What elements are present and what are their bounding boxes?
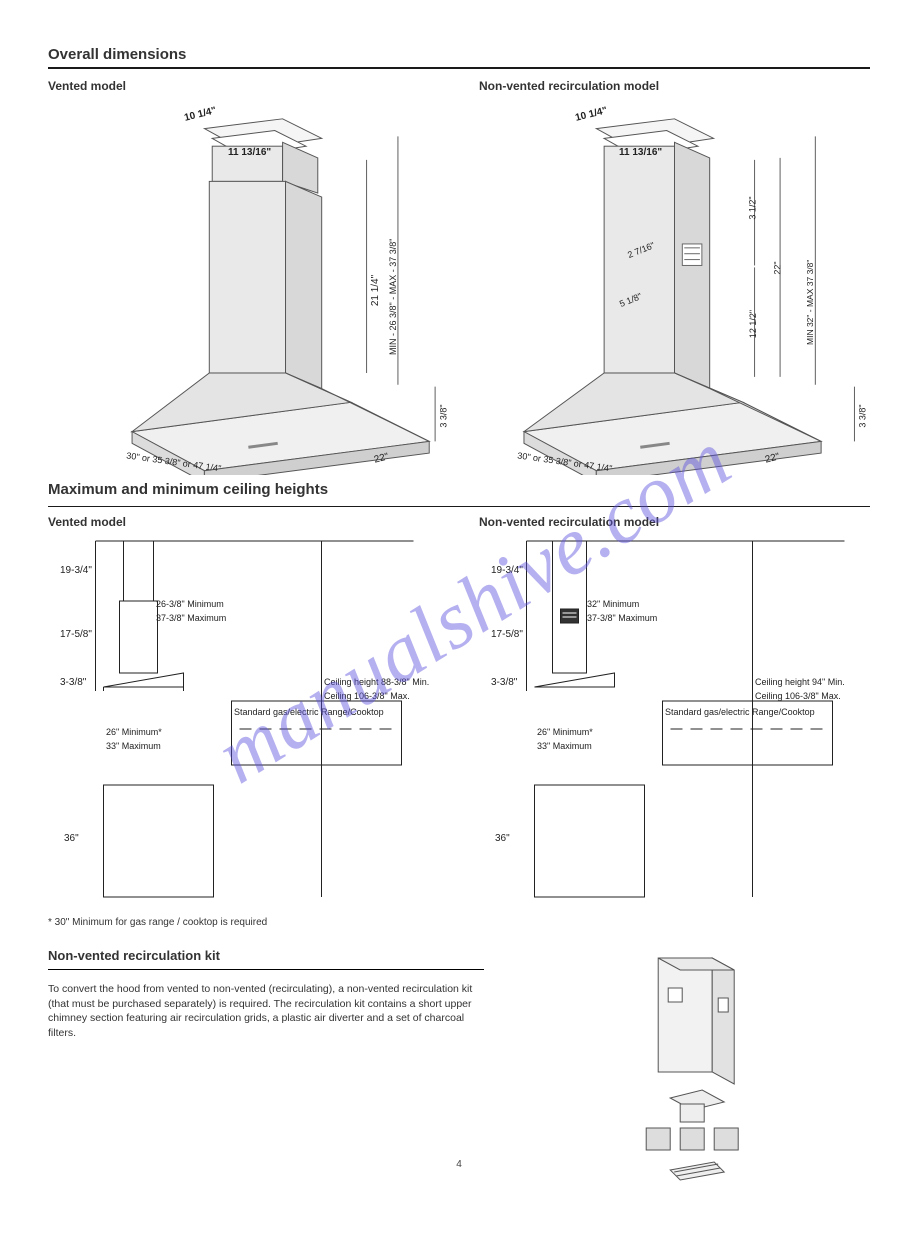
label: 26" Minimum* xyxy=(106,727,162,737)
diagram-vented-side: 19-3/4" 17-5/8" 3-3/8" 26-3/8" Minimum 3… xyxy=(48,531,439,911)
label: 26" Minimum* xyxy=(537,727,593,737)
label: 22" xyxy=(773,261,783,274)
label: 12 1/2" xyxy=(748,310,758,338)
kit-description: To convert the hood from vented to non-v… xyxy=(48,982,484,1041)
label: 26-3/8" Minimum xyxy=(156,599,224,609)
label: 36" xyxy=(495,833,510,844)
label: Standard gas/electric Range/Cooktop xyxy=(665,707,815,717)
label: MIN 32" - MAX 37 3/8" xyxy=(805,260,815,345)
label: 17-5/8" xyxy=(60,629,92,640)
label: MIN - 26 3/8" - MAX - 37 3/8" xyxy=(388,239,398,355)
label: 3 3/8" xyxy=(858,404,868,427)
diagram-nonvented-iso: 10 1/4" 11 13/16" 2 7/16" 5 1/8" 3 1/2" … xyxy=(479,95,870,475)
footnote: * 30" Minimum for gas range / cooktop is… xyxy=(48,917,870,928)
label: 37-3/8" Maximum xyxy=(156,613,226,623)
label: 33" Maximum xyxy=(537,741,592,751)
subtitle-vented: Vented model xyxy=(48,79,439,93)
subtitle-vented-side: Vented model xyxy=(48,515,439,529)
label: 3-3/8" xyxy=(60,677,86,688)
label: 11 13/16" xyxy=(228,147,271,158)
divider xyxy=(48,969,484,970)
label: Standard gas/electric Range/Cooktop xyxy=(234,707,384,717)
diagram-vented-iso: 10 1/4" 11 13/16" 21 1/4" MIN - 26 3/8" … xyxy=(48,95,439,475)
label: 3 1/2" xyxy=(748,196,758,219)
label: 3 3/8" xyxy=(439,404,449,427)
label: Ceiling height 88-3/8" Min. xyxy=(324,677,429,687)
label: Ceiling 106-3/8" Max. xyxy=(324,691,410,701)
diagram-nonvented-side: 19-3/4" 17-5/8" 3-3/8" 32" Minimum 37-3/… xyxy=(479,531,870,911)
label: 3-3/8" xyxy=(491,677,517,688)
label: Ceiling height 94" Min. xyxy=(755,677,845,687)
label: 19-3/4" xyxy=(491,565,523,576)
label: 36" xyxy=(64,833,79,844)
label: 32" Minimum xyxy=(587,599,639,609)
label: 11 13/16" xyxy=(619,147,662,158)
section-title-dimensions: Overall dimensions xyxy=(48,46,870,63)
label: 33" Maximum xyxy=(106,741,161,751)
label: 21 1/4" xyxy=(370,275,381,306)
page-number: 4 xyxy=(0,1159,918,1170)
section-title-ceiling: Maximum and minimum ceiling heights xyxy=(48,481,870,498)
subtitle-nonvented: Non-vented recirculation model xyxy=(479,79,870,93)
kit-title: Non-vented recirculation kit xyxy=(48,948,484,963)
label: 37-3/8" Maximum xyxy=(587,613,657,623)
divider xyxy=(48,67,870,69)
label: Ceiling 106-3/8" Max. xyxy=(755,691,841,701)
subtitle-nonvented-side: Non-vented recirculation model xyxy=(479,515,870,529)
label xyxy=(360,262,371,265)
label: 19-3/4" xyxy=(60,565,92,576)
label: 17-5/8" xyxy=(491,629,523,640)
divider xyxy=(48,506,870,507)
